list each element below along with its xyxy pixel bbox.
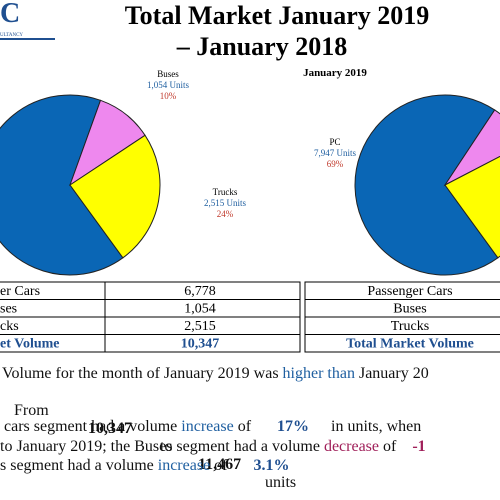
text: increase — [181, 418, 234, 435]
slice-label: Buses — [157, 69, 179, 79]
text-line: cars segment had a volume increase of 17… — [0, 418, 421, 436]
text-line: Volume for the month of January 2019 was… — [2, 365, 429, 383]
slice-percent-label: 69% — [327, 159, 344, 169]
text: January 20 — [354, 365, 429, 382]
table-text: 2,515 — [184, 319, 216, 334]
text: decrease — [323, 438, 379, 455]
table-text: Total Market Volume — [346, 337, 474, 352]
title-line-2: – January 2018 — [176, 32, 347, 61]
text: of — [233, 418, 256, 435]
text: higher than — [282, 365, 355, 382]
table-cell — [104, 334, 301, 353]
text: From — [14, 402, 49, 419]
pie-slice — [443, 109, 500, 187]
text: in units, when — [327, 418, 422, 435]
text: s segment had a volume — [0, 457, 158, 474]
text: to — [160, 438, 173, 455]
slice-value-label: 1,054 Units — [147, 80, 190, 90]
slice-value-label: 2,515 Units — [204, 198, 247, 208]
slice-label: Trucks — [213, 187, 238, 197]
text-line: to January 2019; the Buses segment had a… — [0, 438, 426, 456]
table-text: et Volume — [0, 337, 60, 352]
tables: er Cars 6,778 ses 1,054 cks 2,515 et Volume 10,… — [0, 281, 500, 353]
pie-slice — [444, 155, 500, 259]
text: 10,347 — [88, 420, 132, 437]
table-text: er Cars — [0, 284, 40, 299]
table-cell — [304, 334, 500, 353]
text-line: s segment had a volume increase of 3.1% — [0, 457, 289, 475]
slice-percent-label: 10% — [160, 91, 177, 101]
table-text: 6,778 — [184, 284, 216, 299]
text: to January 2019; the Buses segment had a… — [0, 438, 324, 455]
text: 17% — [277, 418, 310, 435]
text: increase — [157, 457, 211, 474]
logo-subtext: ULTANCY — [0, 33, 23, 38]
table-text: 1,054 — [184, 302, 216, 317]
logo: C — [0, 0, 20, 29]
slice-percent-label: 24% — [217, 209, 234, 219]
table-text: ses — [0, 302, 17, 317]
text: Volume for the month of January 2019 was — [2, 365, 283, 382]
table-text: 10,347 — [181, 337, 220, 352]
logo-bar — [0, 38, 55, 40]
pie-slice — [354, 94, 499, 276]
table-text: cks — [0, 319, 19, 334]
slice-label: PC — [329, 137, 340, 147]
pie-slice — [69, 134, 161, 259]
text: -1 — [412, 438, 426, 455]
text: cars segment had a volume — [0, 418, 182, 435]
table-text: Trucks — [391, 319, 429, 334]
text: of — [210, 457, 232, 474]
text: of — [379, 438, 401, 455]
slice-value-label: 7,947 Units — [314, 148, 357, 158]
table-text: Passenger Cars — [367, 284, 452, 299]
text-line: From 10,347 to 11,467 units — [0, 384, 296, 492]
table-text: Buses — [393, 302, 426, 317]
text: 3.1% — [253, 457, 290, 474]
title-line-1: Total Market January 2019 — [125, 1, 430, 30]
pie-slice — [0, 94, 124, 276]
chart-title: January 2019 — [303, 67, 367, 79]
text: 11,467 — [198, 456, 242, 473]
text: units — [265, 474, 297, 491]
